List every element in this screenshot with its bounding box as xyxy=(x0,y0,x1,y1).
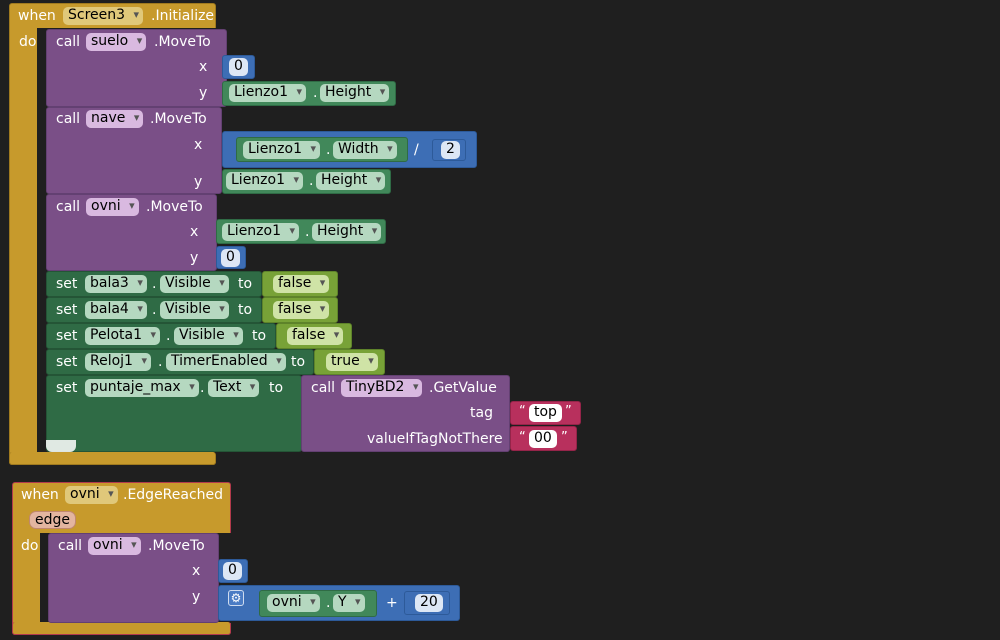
plus-operator: + xyxy=(386,595,398,611)
number-value[interactable]: 20 xyxy=(415,594,443,612)
number-value[interactable]: 0 xyxy=(223,562,242,580)
dot-separator: . xyxy=(326,142,331,158)
false-value-dropdown[interactable]: false xyxy=(273,301,330,319)
ovni-component-dropdown[interactable]: ovni xyxy=(86,198,139,216)
open-quote-icon: “ xyxy=(519,404,526,419)
true-value-dropdown[interactable]: true xyxy=(326,353,378,371)
tinybd2-component-dropdown[interactable]: TinyBD2 xyxy=(341,379,423,397)
moveto-method-label: .MoveTo xyxy=(148,538,205,554)
dot-separator: . xyxy=(305,224,310,240)
x-label: x xyxy=(199,59,208,75)
call-label: call xyxy=(56,34,81,50)
dot-separator: . xyxy=(166,328,171,344)
when-label: when xyxy=(18,8,56,24)
set-label: set xyxy=(56,302,78,318)
width-property-dropdown[interactable]: Width xyxy=(333,141,397,159)
getvalue-method-label: .GetValue xyxy=(429,380,497,396)
call-label: call xyxy=(56,111,81,127)
screen-component-dropdown[interactable]: Screen3 xyxy=(63,7,144,25)
edge-parameter[interactable]: edge xyxy=(29,511,76,529)
text-property-dropdown[interactable]: Text xyxy=(208,379,260,397)
event-bottom-bar xyxy=(9,452,216,465)
do-label: do xyxy=(19,34,37,50)
to-label: to xyxy=(238,276,253,292)
reloj1-component-dropdown[interactable]: Reloj1 xyxy=(85,353,151,371)
ovni-component-dropdown[interactable]: ovni xyxy=(267,594,320,612)
number-value[interactable]: 0 xyxy=(221,249,240,267)
close-quote-icon: ” xyxy=(561,430,568,445)
set-label: set xyxy=(56,380,78,396)
to-label: to xyxy=(291,354,306,370)
moveto-method-label: .MoveTo xyxy=(146,199,203,215)
height-property-dropdown[interactable]: Height xyxy=(316,172,386,190)
value-if-tag-not-there-label: valueIfTagNotThere xyxy=(367,431,503,447)
event-name: .EdgeReached xyxy=(123,487,224,503)
set-label: set xyxy=(56,354,78,370)
puntaje-max-component-dropdown[interactable]: puntaje_max xyxy=(85,379,199,397)
y-label: y xyxy=(190,250,199,266)
statement-end-connector xyxy=(46,440,76,452)
dot-separator: . xyxy=(152,302,157,318)
number-value[interactable]: 2 xyxy=(441,141,460,159)
ovni-component-dropdown[interactable]: ovni xyxy=(65,486,118,504)
suelo-component-dropdown[interactable]: suelo xyxy=(86,33,147,51)
dot-separator: . xyxy=(152,276,157,292)
x-label: x xyxy=(192,563,201,579)
set-label: set xyxy=(56,328,78,344)
false-value-dropdown[interactable]: false xyxy=(273,275,330,293)
pelota1-component-dropdown[interactable]: Pelota1 xyxy=(85,327,160,345)
dot-separator: . xyxy=(309,173,314,189)
call-tinybd2-getvalue-block[interactable] xyxy=(301,375,510,452)
dot-separator: . xyxy=(313,85,318,101)
timerenabled-property-dropdown[interactable]: TimerEnabled xyxy=(166,353,286,371)
default-text-value[interactable]: 00 xyxy=(529,430,557,448)
do-label: do xyxy=(21,538,39,554)
set-label: set xyxy=(56,276,78,292)
height-property-dropdown[interactable]: Height xyxy=(312,223,382,241)
y-label: y xyxy=(192,589,201,605)
visible-property-dropdown[interactable]: Visible xyxy=(160,275,229,293)
height-property-dropdown[interactable]: Height xyxy=(320,84,390,102)
to-label: to xyxy=(269,380,284,396)
moveto-method-label: .MoveTo xyxy=(154,34,211,50)
lienzo-component-dropdown[interactable]: Lienzo1 xyxy=(226,172,303,190)
x-label: x xyxy=(190,224,199,240)
ovni-component-dropdown[interactable]: ovni xyxy=(88,537,141,555)
division-operator: / xyxy=(414,142,419,158)
y-label: y xyxy=(194,174,203,190)
call-label: call xyxy=(311,380,336,396)
moveto-method-label: .MoveTo xyxy=(150,111,207,127)
bala3-component-dropdown[interactable]: bala3 xyxy=(85,275,147,293)
visible-property-dropdown[interactable]: Visible xyxy=(160,301,229,319)
event-name: .Initialize xyxy=(151,8,215,24)
lienzo-component-dropdown[interactable]: Lienzo1 xyxy=(243,141,320,159)
bala4-component-dropdown[interactable]: bala4 xyxy=(85,301,147,319)
tag-text-value[interactable]: top xyxy=(529,404,562,422)
dot-separator: . xyxy=(326,595,331,611)
call-label: call xyxy=(56,199,81,215)
when-label: when xyxy=(21,487,59,503)
lienzo-component-dropdown[interactable]: Lienzo1 xyxy=(222,223,299,241)
y-label: y xyxy=(199,85,208,101)
open-quote-icon: “ xyxy=(519,430,526,445)
visible-property-dropdown[interactable]: Visible xyxy=(174,327,243,345)
false-value-dropdown[interactable]: false xyxy=(287,327,344,345)
to-label: to xyxy=(238,302,253,318)
dot-separator: . xyxy=(158,354,163,370)
call-label: call xyxy=(58,538,83,554)
x-label: x xyxy=(194,137,203,153)
number-value[interactable]: 0 xyxy=(229,58,248,76)
gear-icon[interactable]: ⚙ xyxy=(228,590,244,606)
to-label: to xyxy=(252,328,267,344)
lienzo-component-dropdown[interactable]: Lienzo1 xyxy=(229,84,306,102)
dot-separator: . xyxy=(200,380,205,396)
tag-label: tag xyxy=(470,405,493,421)
nave-component-dropdown[interactable]: nave xyxy=(86,110,144,128)
y-property-dropdown[interactable]: Y xyxy=(333,594,365,612)
close-quote-icon: ” xyxy=(565,404,572,419)
event-bottom-bar xyxy=(12,622,231,635)
